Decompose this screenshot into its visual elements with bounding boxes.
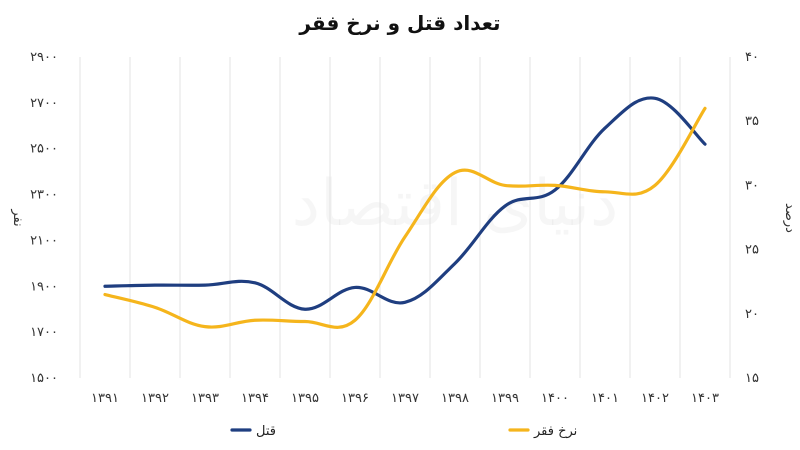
x-axis-tick-label: ۱۳۹۷ [391, 391, 419, 406]
left-axis-tick-label: ۲۵۰۰ [30, 142, 58, 157]
left-axis-tick-label: ۱۵۰۰ [30, 371, 58, 386]
left-axis-tick-label: ۲۱۰۰ [30, 233, 58, 248]
series-layer [103, 96, 707, 329]
right-axis-label: درصد [782, 203, 797, 233]
left-axis-label: نفر [10, 208, 25, 226]
legend-label: نرخ فقر [533, 424, 577, 439]
legend-label: قتل [256, 424, 276, 439]
x-axis-tick-label: ۱۳۹۲ [141, 391, 169, 406]
left-axis-tick-label: ۱۷۰۰ [30, 325, 58, 340]
right-axis-tick-label: ۴۰ [745, 50, 759, 65]
x-axis-tick-label: ۱۳۹۵ [291, 391, 319, 406]
x-axis-ticks: ۱۳۹۱ ۱۳۹۲ ۱۳۹۳ ۱۳۹۴ ۱۳۹۵ ۱۳۹۶ ۱۳۹۷ ۱۳۹۸ ۱۳۹۹ ۱۴۰۰… [91, 391, 719, 406]
x-axis-tick-label: ۱۴۰۲ [641, 391, 669, 406]
left-axis-tick-label: ۲۹۰۰ [30, 50, 58, 65]
right-axis-tick-label: ۲۵ [745, 243, 759, 258]
series-line-1 [103, 106, 707, 329]
right-axis-ticks: ۱۵ ۲۰ ۲۵ ۳۰ ۳۵ ۴۰ [745, 50, 759, 386]
x-axis-tick-label: ۱۴۰۳ [691, 391, 719, 406]
chart-title: تعداد قتل و نرخ فقر [298, 11, 500, 35]
right-axis-tick-label: ۱۵ [745, 371, 759, 386]
x-axis-tick-label: ۱۳۹۱ [91, 391, 119, 406]
x-axis-tick-label: ۱۴۰۱ [591, 391, 619, 406]
watermark-text: دنیای اقتصاد [292, 167, 619, 241]
x-axis-tick-label: ۱۳۹۳ [191, 391, 219, 406]
x-axis-tick-label: ۱۴۰۰ [541, 391, 569, 406]
left-axis-tick-label: ۲۳۰۰ [30, 188, 58, 203]
legend: قتل نرخ فقر [230, 424, 577, 439]
left-axis-tick-label: ۲۷۰۰ [30, 96, 58, 111]
left-axis-ticks: ۱۵۰۰ ۱۷۰۰ ۱۹۰۰ ۲۱۰۰ ۲۳۰۰ ۲۵۰۰ ۲۷۰۰ ۲۹۰۰ [30, 50, 58, 386]
right-axis-tick-label: ۳۵ [745, 114, 759, 129]
series-line-0 [103, 96, 707, 311]
left-axis-tick-label: ۱۹۰۰ [30, 279, 58, 294]
x-axis-tick-label: ۱۳۹۶ [341, 391, 369, 406]
right-axis-tick-label: ۳۰ [745, 178, 759, 193]
grid-lines [79, 57, 731, 378]
right-axis-tick-label: ۲۰ [745, 307, 759, 322]
x-axis-tick-label: ۱۳۹۴ [241, 391, 269, 406]
x-axis-tick-label: ۱۳۹۸ [441, 391, 469, 406]
x-axis-tick-label: ۱۳۹۹ [491, 391, 519, 406]
